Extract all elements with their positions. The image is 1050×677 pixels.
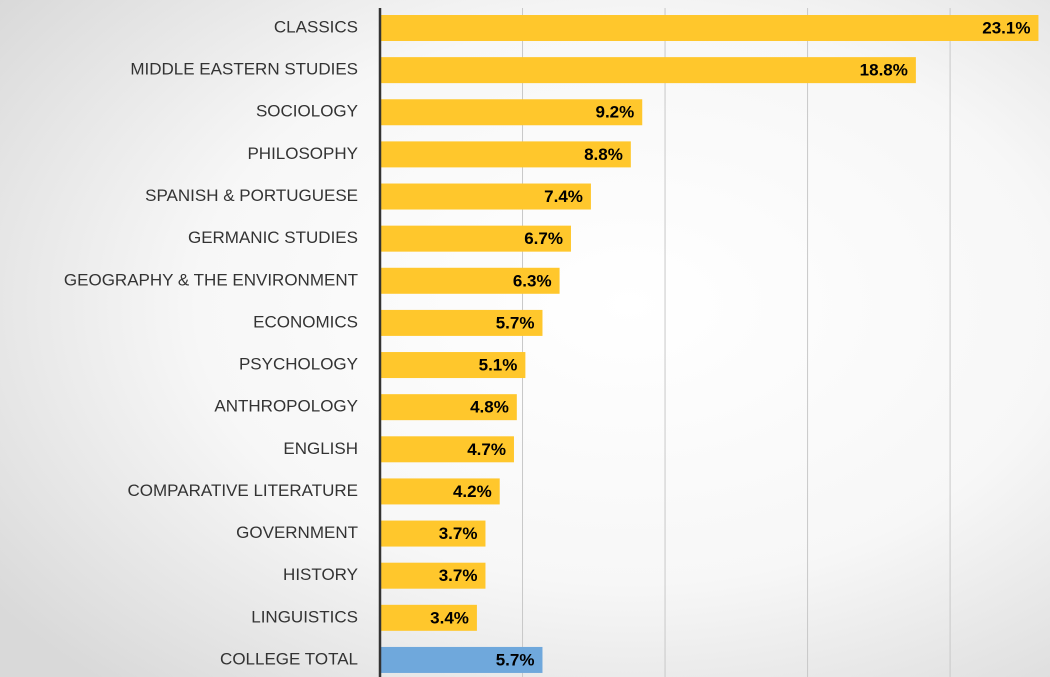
data-label: 23.1% — [982, 18, 1030, 37]
data-label: 18.8% — [860, 61, 908, 80]
bar — [380, 646, 543, 673]
bar — [380, 562, 486, 589]
bar — [380, 604, 477, 631]
data-label: 5.1% — [479, 356, 518, 375]
bar — [380, 478, 500, 505]
data-label: 5.7% — [496, 313, 535, 332]
category-label: HISTORY — [283, 565, 358, 584]
bar — [380, 352, 526, 379]
bar — [380, 99, 643, 126]
bar — [380, 309, 543, 336]
category-label: SPANISH & PORTUGUESE — [145, 186, 358, 205]
category-label: SOCIOLOGY — [256, 102, 358, 121]
data-label: 7.4% — [544, 187, 583, 206]
data-label: 5.7% — [496, 650, 535, 669]
bar — [380, 436, 514, 463]
bar — [380, 267, 560, 294]
data-label: 4.8% — [470, 398, 509, 417]
data-label: 4.2% — [453, 482, 492, 501]
data-label: 8.8% — [584, 145, 623, 164]
bar — [380, 183, 591, 210]
category-label: ANTHROPOLOGY — [214, 397, 358, 416]
category-label: PHILOSOPHY — [247, 144, 358, 163]
category-label: MIDDLE EASTERN STUDIES — [130, 60, 358, 79]
data-label: 4.7% — [467, 440, 506, 459]
bar — [380, 57, 916, 84]
bar — [380, 520, 486, 547]
category-label: ECONOMICS — [253, 312, 358, 331]
data-label: 3.4% — [430, 608, 469, 627]
data-label: 6.7% — [524, 229, 563, 248]
data-label: 6.3% — [513, 271, 552, 290]
data-label: 9.2% — [595, 103, 634, 122]
bar — [380, 141, 631, 168]
category-label: GOVERNMENT — [236, 523, 358, 542]
data-label: 3.7% — [439, 524, 478, 543]
bar — [380, 394, 517, 421]
category-label: GERMANIC STUDIES — [188, 228, 358, 247]
category-label: PSYCHOLOGY — [239, 355, 358, 374]
bar — [380, 225, 571, 252]
category-label: ENGLISH — [283, 439, 358, 458]
bar — [380, 15, 1039, 41]
category-label: GEOGRAPHY & THE ENVIRONMENT — [64, 270, 358, 289]
category-label: CLASSICS — [274, 17, 358, 36]
category-label: LINGUISTICS — [251, 607, 358, 626]
data-label: 3.7% — [439, 566, 478, 585]
category-label: COLLEGE TOTAL — [220, 649, 358, 668]
category-label: COMPARATIVE LITERATURE — [128, 481, 358, 500]
